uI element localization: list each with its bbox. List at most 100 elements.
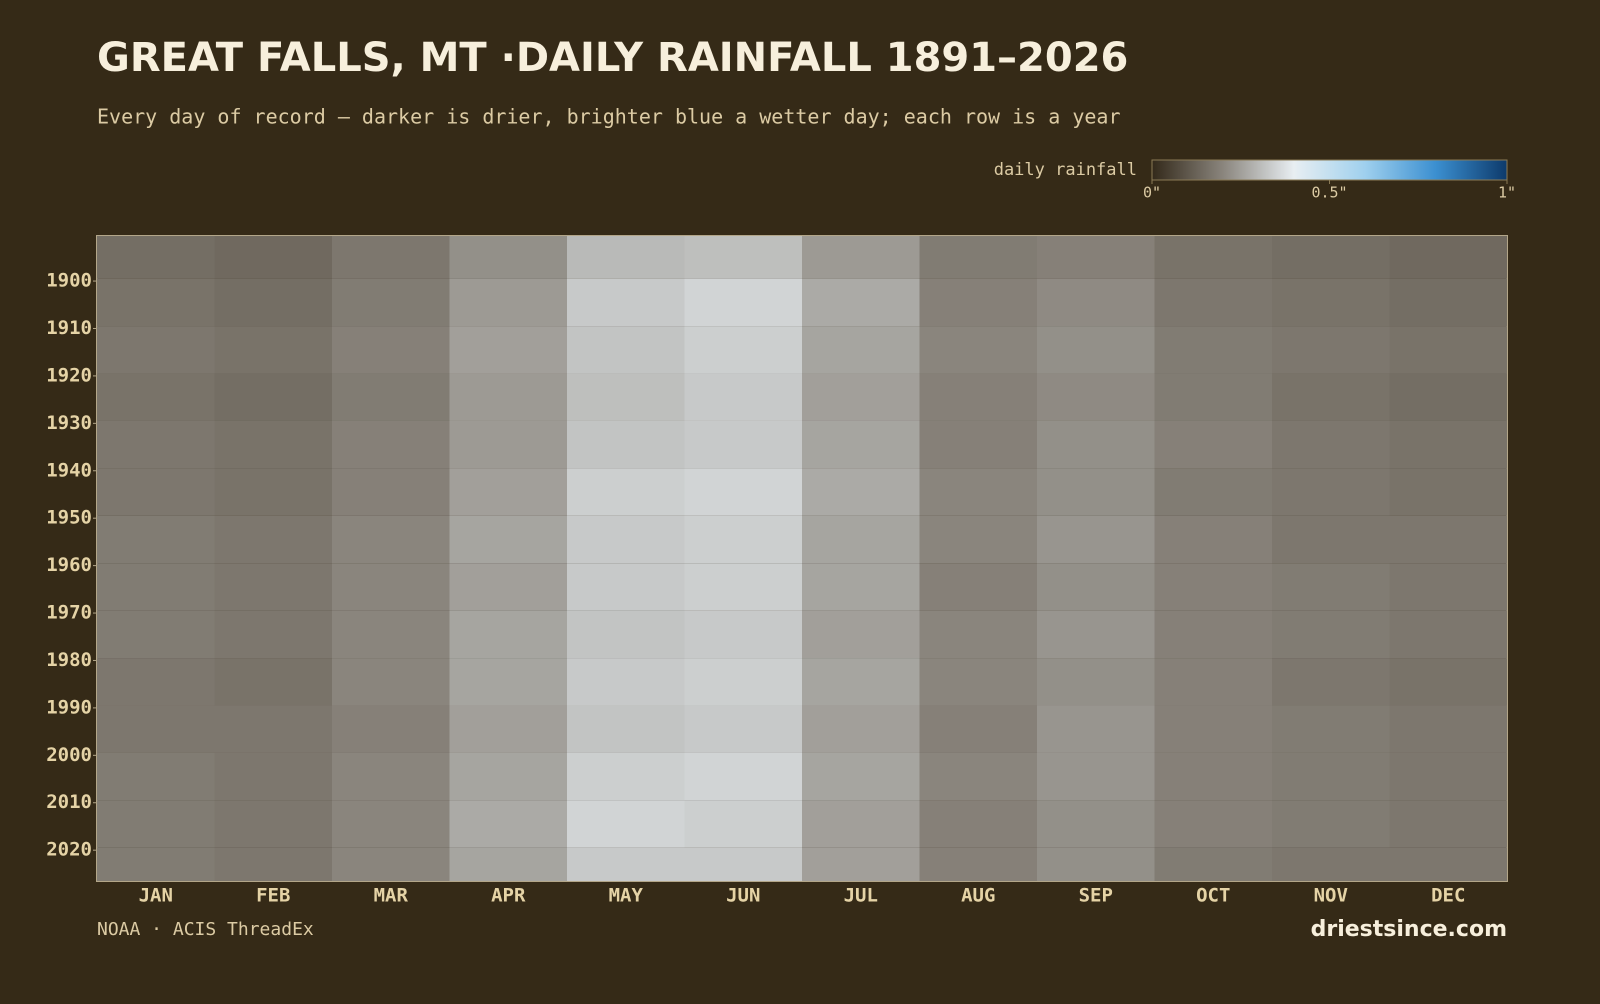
heat-cell xyxy=(1272,800,1390,848)
heat-cell xyxy=(1154,705,1272,753)
heat-cell xyxy=(1272,658,1390,706)
heat-cell xyxy=(1272,752,1390,801)
y-tick-label: 1970 xyxy=(46,602,92,624)
heat-cell xyxy=(802,705,920,753)
heat-cell xyxy=(1037,278,1155,327)
y-tick-label: 1940 xyxy=(46,459,92,481)
colorbar-tick-label: 1" xyxy=(1498,184,1516,202)
heat-cell xyxy=(449,420,567,469)
heat-cell xyxy=(567,468,685,516)
heat-cell xyxy=(802,278,920,327)
x-tick-label: JUN xyxy=(726,885,760,907)
heat-cell xyxy=(332,278,450,327)
heat-cell xyxy=(567,515,685,564)
x-tick-label: DEC xyxy=(1431,885,1465,907)
heat-cell xyxy=(1037,705,1155,753)
heat-cell xyxy=(1154,800,1272,848)
heat-cell xyxy=(684,468,802,516)
y-tick-label: 2000 xyxy=(46,744,92,766)
heat-cell xyxy=(1272,420,1390,469)
x-tick-label: FEB xyxy=(256,885,290,907)
chart-title: GREAT FALLS, MT ·DAILY RAINFALL 1891–202… xyxy=(97,35,1128,81)
heat-cell xyxy=(567,326,685,374)
heat-cell xyxy=(332,563,450,611)
heat-cell xyxy=(1272,563,1390,611)
heat-cell xyxy=(802,468,920,516)
heat-cell xyxy=(97,420,215,469)
heat-cell xyxy=(97,468,215,516)
heat-cell xyxy=(919,236,1037,279)
x-tick-label: MAR xyxy=(374,885,409,907)
heat-cell xyxy=(214,658,332,706)
heat-cell xyxy=(449,610,567,659)
heat-cell xyxy=(802,563,920,611)
heat-cell xyxy=(332,610,450,659)
brand: driestsince.com xyxy=(1311,917,1507,942)
heat-cell xyxy=(214,373,332,421)
heat-cell xyxy=(97,236,215,279)
heat-cell xyxy=(1389,658,1507,706)
heat-cell xyxy=(1037,610,1155,659)
heat-cell xyxy=(919,610,1037,659)
heat-cell xyxy=(1154,515,1272,564)
heat-cell xyxy=(802,610,920,659)
heat-cell xyxy=(1037,847,1155,881)
heat-cell xyxy=(567,278,685,327)
x-tick-label: JUL xyxy=(844,885,878,907)
heat-cell xyxy=(332,468,450,516)
heat-cell xyxy=(1389,563,1507,611)
y-tick-label: 1980 xyxy=(46,649,92,671)
heat-cell xyxy=(919,326,1037,374)
heat-cell xyxy=(567,420,685,469)
heat-cell xyxy=(214,752,332,801)
heat-cell xyxy=(97,326,215,374)
heat-cell xyxy=(684,278,802,327)
heat-cell xyxy=(567,563,685,611)
heat-cell xyxy=(684,373,802,421)
heat-cell xyxy=(214,326,332,374)
heat-cell xyxy=(1037,515,1155,564)
heat-cell xyxy=(684,563,802,611)
heat-cell xyxy=(449,800,567,848)
heat-cell xyxy=(332,373,450,421)
heat-cell xyxy=(919,705,1037,753)
heat-cell xyxy=(919,752,1037,801)
heat-cell xyxy=(332,658,450,706)
heat-cell xyxy=(919,420,1037,469)
heat-cell xyxy=(802,847,920,881)
y-tick-label: 2020 xyxy=(46,839,92,861)
heat-cell xyxy=(97,610,215,659)
heat-cell xyxy=(97,658,215,706)
heat-cell xyxy=(1272,515,1390,564)
y-tick-label: 1910 xyxy=(46,317,92,339)
heat-cell xyxy=(449,563,567,611)
y-tick-label: 1950 xyxy=(46,507,92,529)
heat-cell xyxy=(567,610,685,659)
heat-cell xyxy=(449,705,567,753)
colorbar-tick-label: 0" xyxy=(1143,184,1161,202)
heat-cell xyxy=(1037,800,1155,848)
x-tick-label: SEP xyxy=(1079,885,1113,907)
heat-cell xyxy=(332,420,450,469)
heat-cell xyxy=(1154,752,1272,801)
heat-cell xyxy=(214,563,332,611)
heat-cell xyxy=(1272,610,1390,659)
heat-cell xyxy=(1272,705,1390,753)
heat-cell xyxy=(684,420,802,469)
heat-cell xyxy=(449,326,567,374)
heat-cell xyxy=(802,800,920,848)
heat-cell xyxy=(919,847,1037,881)
heat-cell xyxy=(567,800,685,848)
heat-cell xyxy=(919,373,1037,421)
heat-cell xyxy=(802,752,920,801)
x-tick-label: JAN xyxy=(139,885,173,907)
heat-cell xyxy=(97,752,215,801)
heat-cell xyxy=(97,800,215,848)
heat-cell xyxy=(1272,236,1390,279)
heat-cell xyxy=(1037,563,1155,611)
heat-cell xyxy=(214,468,332,516)
heat-cell xyxy=(684,515,802,564)
heat-cell xyxy=(684,800,802,848)
heat-cell xyxy=(1389,705,1507,753)
heat-cell xyxy=(567,752,685,801)
